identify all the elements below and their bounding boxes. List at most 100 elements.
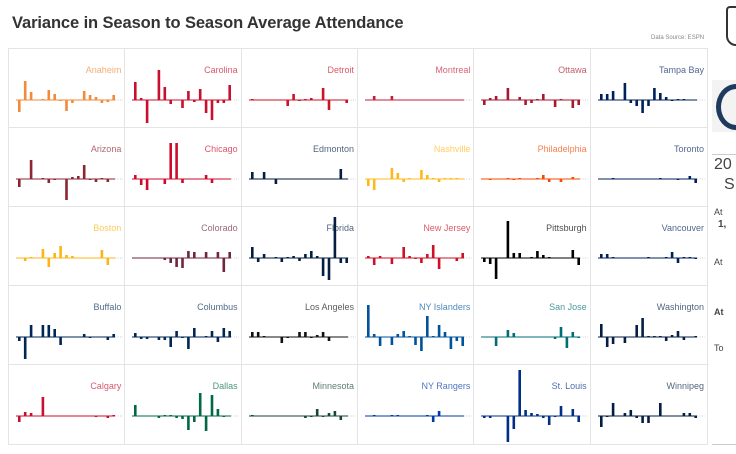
- season-variance-bar[interactable]: [571, 409, 575, 416]
- season-variance-bar[interactable]: [372, 179, 376, 190]
- season-variance-bar[interactable]: [640, 416, 644, 423]
- team-chart-vancouver[interactable]: Vancouver: [590, 207, 707, 286]
- season-variance-bar[interactable]: [169, 143, 173, 179]
- season-variance-bar[interactable]: [599, 416, 603, 427]
- season-variance-bar[interactable]: [682, 257, 685, 258]
- season-variance-bar[interactable]: [112, 334, 115, 337]
- season-variance-bar[interactable]: [82, 91, 86, 100]
- season-variance-bar[interactable]: [205, 336, 208, 337]
- season-variance-bar[interactable]: [146, 100, 149, 123]
- season-variance-bar[interactable]: [658, 178, 662, 179]
- season-variance-bar[interactable]: [315, 335, 319, 337]
- season-variance-bar[interactable]: [431, 336, 435, 337]
- season-variance-bar[interactable]: [646, 257, 650, 258]
- season-variance-bar[interactable]: [378, 256, 382, 258]
- season-variance-bar[interactable]: [536, 178, 540, 179]
- team-chart-pittsburgh[interactable]: Pittsburgh: [474, 207, 591, 286]
- season-variance-bar[interactable]: [420, 258, 423, 263]
- season-variance-bar[interactable]: [565, 337, 569, 348]
- season-variance-bar[interactable]: [524, 100, 528, 105]
- season-variance-bar[interactable]: [506, 416, 510, 442]
- season-variance-bar[interactable]: [443, 178, 447, 179]
- season-variance-bar[interactable]: [611, 257, 615, 258]
- season-variance-bar[interactable]: [216, 252, 220, 258]
- season-variance-bar[interactable]: [345, 258, 348, 263]
- season-variance-bar[interactable]: [560, 99, 563, 100]
- season-variance-bar[interactable]: [175, 331, 179, 337]
- season-variance-bar[interactable]: [47, 325, 51, 337]
- season-variance-bar[interactable]: [297, 100, 301, 101]
- season-variance-bar[interactable]: [530, 100, 534, 103]
- team-chart-washington[interactable]: Washington: [590, 286, 707, 365]
- season-variance-bar[interactable]: [554, 337, 557, 339]
- season-variance-bar[interactable]: [682, 413, 685, 416]
- season-variance-bar[interactable]: [577, 416, 581, 422]
- season-variance-bar[interactable]: [303, 99, 307, 100]
- season-variance-bar[interactable]: [157, 416, 161, 418]
- season-variance-bar[interactable]: [437, 411, 441, 416]
- season-variance-bar[interactable]: [455, 337, 459, 341]
- season-variance-bar[interactable]: [426, 175, 429, 179]
- season-variance-bar[interactable]: [23, 337, 27, 359]
- season-variance-bar[interactable]: [309, 98, 313, 100]
- season-variance-bar[interactable]: [205, 252, 208, 258]
- season-variance-bar[interactable]: [41, 249, 45, 258]
- season-variance-bar[interactable]: [41, 178, 45, 179]
- team-chart-st-louis[interactable]: St. Louis: [474, 365, 591, 444]
- season-variance-bar[interactable]: [688, 257, 691, 258]
- season-variance-bar[interactable]: [53, 329, 56, 337]
- season-variance-bar[interactable]: [635, 100, 638, 106]
- season-variance-bar[interactable]: [372, 96, 376, 100]
- season-variance-bar[interactable]: [291, 256, 295, 258]
- season-variance-bar[interactable]: [449, 178, 453, 179]
- season-variance-bar[interactable]: [489, 179, 492, 180]
- season-variance-bar[interactable]: [536, 99, 540, 100]
- season-variance-bar[interactable]: [372, 415, 376, 416]
- season-variance-bar[interactable]: [65, 100, 68, 111]
- season-variance-bar[interactable]: [345, 100, 348, 103]
- season-variance-bar[interactable]: [163, 415, 167, 416]
- season-variance-bar[interactable]: [390, 415, 394, 416]
- season-variance-bar[interactable]: [372, 258, 376, 265]
- season-variance-bar[interactable]: [431, 178, 435, 179]
- season-variance-bar[interactable]: [216, 409, 220, 416]
- season-variance-bar[interactable]: [629, 100, 632, 103]
- season-variance-bar[interactable]: [163, 179, 167, 184]
- season-variance-bar[interactable]: [321, 332, 325, 337]
- season-variance-bar[interactable]: [402, 331, 405, 337]
- season-variance-bar[interactable]: [199, 89, 202, 100]
- season-variance-bar[interactable]: [146, 179, 149, 190]
- season-variance-bar[interactable]: [629, 410, 632, 416]
- season-variance-bar[interactable]: [605, 337, 609, 347]
- season-variance-bar[interactable]: [303, 416, 307, 418]
- season-variance-bar[interactable]: [402, 247, 405, 258]
- season-variance-bar[interactable]: [88, 95, 92, 100]
- season-variance-bar[interactable]: [682, 337, 685, 340]
- season-variance-bar[interactable]: [134, 82, 137, 100]
- season-variance-bar[interactable]: [134, 333, 137, 337]
- season-variance-bar[interactable]: [65, 255, 68, 258]
- season-variance-bar[interactable]: [106, 100, 110, 102]
- season-variance-bar[interactable]: [542, 255, 545, 258]
- season-variance-bar[interactable]: [23, 258, 27, 261]
- season-variance-bar[interactable]: [658, 93, 662, 100]
- season-variance-bar[interactable]: [390, 96, 394, 100]
- season-variance-bar[interactable]: [280, 337, 283, 343]
- season-variance-bar[interactable]: [635, 325, 638, 337]
- season-variance-bar[interactable]: [536, 414, 540, 416]
- season-variance-bar[interactable]: [605, 254, 609, 258]
- season-variance-bar[interactable]: [512, 253, 516, 258]
- season-variance-bar[interactable]: [100, 178, 104, 179]
- season-variance-bar[interactable]: [65, 179, 68, 200]
- season-variance-bar[interactable]: [274, 257, 277, 258]
- team-chart-nashville[interactable]: Nashville: [358, 128, 475, 207]
- team-chart-new-jersey[interactable]: New Jersey: [358, 207, 475, 286]
- season-variance-bar[interactable]: [640, 100, 644, 113]
- season-variance-bar[interactable]: [408, 178, 411, 179]
- team-chart-los-angeles[interactable]: Los Angeles: [241, 286, 358, 365]
- season-variance-bar[interactable]: [577, 100, 581, 105]
- season-variance-bar[interactable]: [181, 337, 185, 338]
- season-variance-bar[interactable]: [134, 405, 137, 416]
- season-variance-bar[interactable]: [372, 334, 376, 337]
- season-variance-bar[interactable]: [169, 100, 173, 104]
